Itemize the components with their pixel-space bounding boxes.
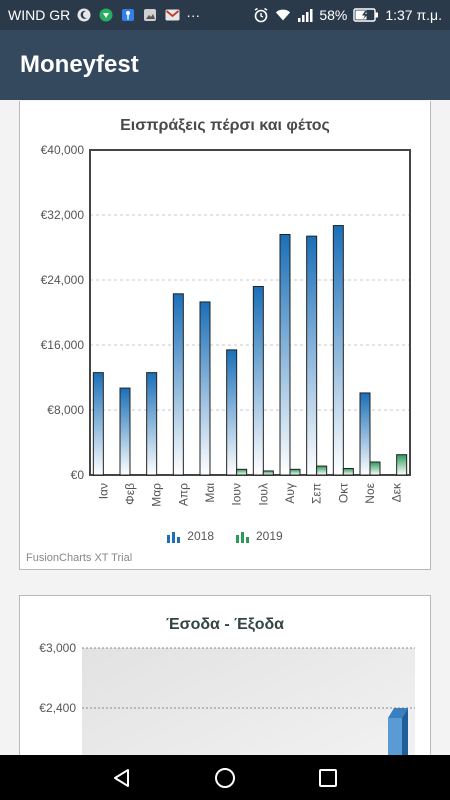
- x-tick-label: Αυγ: [283, 483, 297, 504]
- x-tick-label: Σεπ: [310, 483, 324, 504]
- x-tick-label: Ιουν: [230, 483, 244, 506]
- bar-side: [402, 708, 408, 755]
- y-tick-label: €40,000: [41, 143, 85, 157]
- bar-2018-8: [306, 235, 318, 476]
- legend-item-2019[interactable]: 2019: [236, 529, 283, 543]
- signal-icon: [297, 7, 313, 23]
- bar-2018-2: [146, 372, 158, 476]
- mail-notification-icon: [164, 7, 180, 23]
- legend-label: 2018: [187, 529, 214, 543]
- status-bar: WIND GR ··· 58% 1:37 π.μ.: [0, 0, 450, 30]
- plot-background: [82, 648, 415, 755]
- bar-2019-11: [396, 454, 408, 476]
- bar-2019-10: [369, 461, 381, 476]
- legend-label: 2019: [256, 529, 283, 543]
- back-button[interactable]: [107, 763, 137, 793]
- battery-charging-icon: [353, 7, 379, 23]
- battery-percent: 58%: [319, 7, 348, 23]
- bar-2018-9: [332, 225, 344, 476]
- x-tick-label: Ιουλ: [256, 483, 270, 506]
- bar-top: [388, 708, 408, 718]
- chart-legend: 2018 2019: [20, 529, 430, 543]
- bar-2018-4: [199, 301, 211, 476]
- app-notification-icon: [98, 7, 114, 23]
- back-triangle-icon: [113, 768, 129, 787]
- x-tick-label: Ιαν: [96, 483, 110, 499]
- revenue-bar-chart: €0 €8,000 €16,000 €24,000 €32,000 €40,000 Ιαν Φ…: [41, 143, 411, 507]
- y-tick-label: €0: [71, 468, 85, 482]
- y-tick-label: €24,000: [41, 273, 85, 287]
- y-tick-label: €16,000: [41, 338, 85, 352]
- y-tick-label: €3,000: [39, 641, 76, 655]
- bar-2019-9: [342, 468, 354, 476]
- app-title: Moneyfest: [20, 51, 139, 78]
- bar-2018-1: [119, 387, 131, 476]
- bar-2018-3: [172, 293, 184, 476]
- x-tick-label: Νοε: [363, 482, 377, 503]
- income-expense-chart-card: Έσοδα - Έξοδα €2,400 €3,000: [19, 595, 431, 755]
- bar-2019-8: [316, 465, 328, 476]
- bar-2019-6: [262, 470, 274, 476]
- x-tick-label: Μαι: [203, 483, 217, 503]
- scroll-content[interactable]: Εισπράξεις πέρσι και φέτος €0 €8,000 €16,0…: [0, 100, 450, 755]
- clock-time: 1:37 π.μ.: [385, 7, 442, 23]
- home-circle-icon: [214, 767, 235, 788]
- recents-button[interactable]: [313, 763, 343, 793]
- x-tick-label: Φεβ: [123, 483, 137, 505]
- bar-series-icon: [167, 531, 181, 543]
- bar-front: [388, 718, 402, 755]
- bar-series-icon: [236, 531, 249, 543]
- wifi-icon: [275, 7, 291, 23]
- bar-2018-7: [279, 234, 291, 476]
- bar-2018-6: [252, 286, 264, 476]
- revenue-chart-card: Εισπράξεις πέρσι και φέτος €0 €8,000 €16,0…: [19, 101, 431, 570]
- trial-watermark: FusionCharts XT Trial: [26, 552, 133, 564]
- y-tick-label: €32,000: [41, 208, 85, 222]
- image-notification-icon: [142, 7, 158, 23]
- bar-2019-5: [236, 468, 248, 476]
- bar-2018-5: [226, 349, 238, 476]
- bar-2018-0: [92, 372, 104, 476]
- y-tick-label: €8,000: [47, 403, 84, 417]
- app-bar: Moneyfest: [0, 30, 450, 100]
- moon-notification-icon: [76, 7, 92, 23]
- legend-item-2018[interactable]: 2018: [167, 529, 214, 543]
- x-tick-label: Απρ: [176, 483, 190, 506]
- home-button[interactable]: [210, 763, 240, 793]
- chart-title: Έσοδα - Έξοδα: [165, 616, 284, 633]
- navigation-bar: [0, 755, 450, 800]
- more-notifications-icon: ···: [186, 7, 201, 23]
- key-notification-icon: [120, 7, 136, 23]
- plot-border: [89, 149, 411, 476]
- x-tick-label: Οκτ: [336, 483, 350, 503]
- chart-title: Εισπράξεις πέρσι και φέτος: [120, 117, 330, 134]
- x-tick-label: Μαρ: [150, 483, 164, 507]
- bar-2019-7: [289, 468, 301, 476]
- carrier-name: WIND GR: [8, 7, 71, 23]
- recents-square-icon: [319, 768, 338, 787]
- alarm-icon: [253, 7, 269, 23]
- y-tick-label: €2,400: [39, 701, 76, 715]
- income-expense-bar-chart: €2,400 €3,000: [39, 641, 415, 755]
- bar-2018-10: [359, 392, 371, 476]
- x-tick-label: Δεκ: [390, 482, 404, 502]
